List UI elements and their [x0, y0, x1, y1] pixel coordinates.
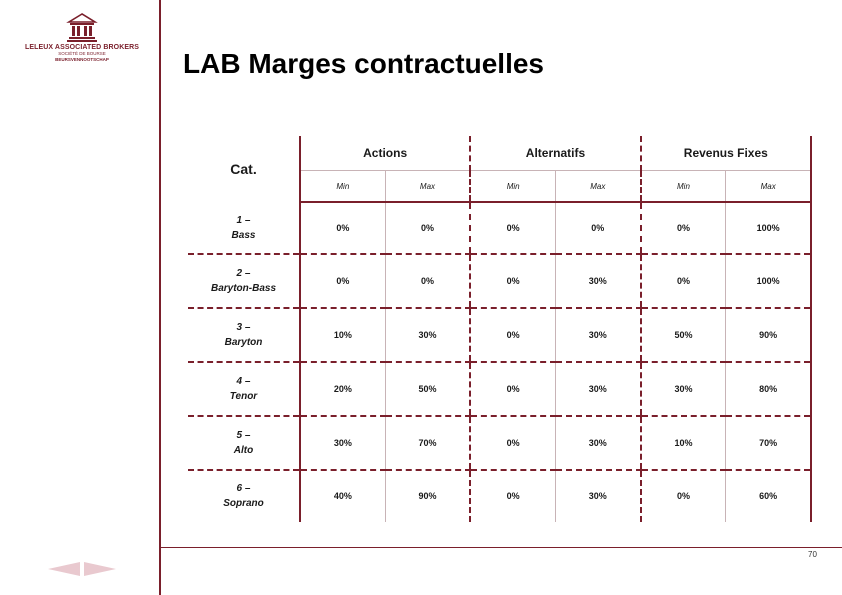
value-cell: 0%: [298, 254, 386, 310]
table-row: 6 – Soprano 40% 90% 0% 30% 0% 60%: [188, 469, 813, 522]
value-cell: 50%: [384, 361, 471, 417]
group-header-row: Cat. Actions Alternatifs Revenus Fixes: [188, 136, 813, 177]
category-name: Soprano: [223, 498, 264, 510]
table-row: 2 – Baryton-Bass 0% 0% 0% 30% 0% 100%: [188, 254, 813, 310]
logo-company-name: LELEUX ASSOCIATED BROKERS: [24, 44, 140, 51]
value-cell: 30%: [384, 308, 471, 363]
category-name: Bass: [231, 229, 256, 241]
category-name: Tenor: [229, 390, 258, 402]
category-number: 5 –: [236, 429, 251, 441]
page-title: LAB Marges contractuelles: [183, 48, 544, 79]
value-cell: 100%: [725, 254, 813, 310]
value-cell: 0%: [384, 202, 471, 256]
category-cell: 6 – Soprano: [188, 470, 300, 522]
category-name: Baryton-Bass: [210, 283, 277, 295]
value-cell: 0%: [469, 415, 556, 471]
value-cell: 70%: [725, 415, 813, 471]
next-arrow-icon[interactable]: [84, 562, 116, 576]
page-number: 70: [808, 550, 817, 559]
category-cell: 1 – Bass: [188, 202, 300, 256]
value-cell: 20%: [298, 361, 386, 417]
category-number: 4 –: [236, 375, 251, 387]
subheader-max: Max: [725, 170, 813, 203]
category-name: Alto: [233, 444, 254, 456]
value-cell: 10%: [639, 415, 726, 471]
footer-divider: [161, 547, 842, 548]
subheader-max: Max: [384, 170, 471, 203]
value-cell: 10%: [298, 308, 386, 363]
company-logo: LELEUX ASSOCIATED BROKERS SOCIÉTÉ DE BOU…: [14, 12, 150, 63]
group-header-revenus-fixes: Revenus Fixes: [639, 136, 813, 171]
value-cell: 80%: [725, 361, 813, 417]
value-cell: 40%: [298, 469, 386, 522]
slide-navigation: [48, 562, 118, 576]
value-cell: 50%: [639, 308, 726, 363]
category-number: 6 –: [236, 483, 251, 495]
value-cell: 30%: [554, 308, 641, 363]
category-cell: 5 – Alto: [188, 415, 300, 471]
value-cell: 70%: [384, 415, 471, 471]
value-cell: 0%: [469, 254, 556, 310]
value-cell: 0%: [639, 202, 726, 256]
value-cell: 30%: [639, 361, 726, 417]
subheader-max: Max: [554, 170, 641, 203]
table-row: 1 – Bass 0% 0% 0% 0% 0% 100%: [188, 202, 813, 256]
value-cell: 0%: [554, 202, 641, 256]
logo-subtitle-fr: SOCIÉTÉ DE BOURSE: [58, 51, 106, 56]
value-cell: 0%: [469, 308, 556, 363]
category-header: Cat.: [230, 161, 257, 177]
group-header-actions: Actions: [298, 136, 471, 171]
value-cell: 90%: [725, 308, 813, 363]
value-cell: 0%: [469, 361, 556, 417]
value-cell: 90%: [384, 469, 471, 522]
table-row: 4 – Tenor 20% 50% 0% 30% 30% 80%: [188, 361, 813, 417]
value-cell: 0%: [639, 254, 726, 310]
group-header-alternatifs: Alternatifs: [469, 136, 641, 171]
value-cell: 30%: [554, 415, 641, 471]
value-cell: 30%: [554, 361, 641, 417]
value-cell: 100%: [725, 202, 813, 256]
value-cell: 0%: [469, 202, 556, 256]
sidebar-divider: [159, 0, 161, 595]
subheader-min: Min: [469, 170, 556, 203]
value-cell: 0%: [469, 469, 556, 522]
value-cell: 30%: [554, 254, 641, 310]
min-max-header-row: Min Max Min Max Min Max: [188, 170, 813, 203]
subheader-min: Min: [639, 170, 726, 203]
logo-subtitle-nl: BEURSVENNOOTSCHAP: [55, 57, 109, 62]
category-cell: 2 – Baryton-Bass: [188, 254, 300, 310]
category-name: Baryton: [224, 337, 263, 349]
category-cell: 3 – Baryton: [188, 308, 300, 363]
value-cell: 30%: [298, 415, 386, 471]
margins-table-container: Cat. Actions Alternatifs Revenus Fixes M…: [188, 136, 813, 522]
category-number: 1 –: [236, 214, 251, 226]
table-row: 5 – Alto 30% 70% 0% 30% 10% 70%: [188, 415, 813, 471]
category-number: 3 –: [236, 322, 251, 334]
value-cell: 0%: [639, 469, 726, 522]
category-cell: 4 – Tenor: [188, 361, 300, 417]
margins-table: Cat. Actions Alternatifs Revenus Fixes M…: [188, 136, 813, 522]
category-number: 2 –: [236, 268, 251, 280]
value-cell: 60%: [725, 469, 813, 522]
building-columns-icon: [66, 13, 98, 42]
previous-arrow-icon[interactable]: [48, 562, 80, 576]
value-cell: 30%: [554, 469, 641, 522]
value-cell: 0%: [384, 254, 471, 310]
value-cell: 0%: [298, 202, 386, 256]
subheader-min: Min: [298, 170, 386, 203]
table-row: 3 – Baryton 10% 30% 0% 30% 50% 90%: [188, 308, 813, 363]
